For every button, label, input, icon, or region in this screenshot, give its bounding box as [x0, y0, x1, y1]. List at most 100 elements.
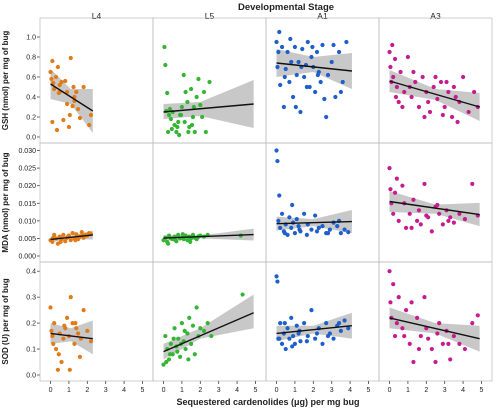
panel-l4-row-2 [39, 142, 154, 263]
data-point [409, 300, 414, 305]
data-point [462, 216, 468, 222]
data-point [53, 74, 59, 80]
data-point [327, 227, 332, 232]
data-point [279, 44, 285, 50]
data-point [292, 231, 298, 236]
data-point [276, 218, 281, 223]
y-axis-label: GSH (nmol) per mg of bug [1, 31, 10, 131]
confidence-band [389, 70, 480, 121]
y-tick-label: 0.000 [18, 254, 36, 261]
data-point [56, 352, 61, 357]
x-tick-label: 1 [67, 387, 71, 394]
data-point [457, 341, 462, 346]
data-point [61, 117, 66, 123]
data-point [400, 326, 405, 331]
data-point [278, 225, 283, 230]
data-point [409, 225, 414, 230]
data-point [285, 326, 290, 331]
data-point [398, 69, 403, 75]
data-point [174, 129, 179, 135]
data-point [297, 227, 302, 232]
data-point [70, 103, 75, 109]
data-point [313, 89, 318, 95]
data-point [205, 320, 210, 326]
data-point [274, 274, 279, 279]
data-point [402, 333, 407, 339]
data-point [180, 232, 185, 237]
data-point [61, 336, 66, 341]
x-tick-label: 3 [443, 387, 447, 394]
data-point [388, 64, 393, 70]
data-point [72, 341, 77, 346]
y-tick-label: 0.4 [26, 95, 36, 102]
data-point [164, 359, 169, 365]
data-point [392, 333, 398, 339]
data-point [171, 336, 176, 341]
data-point [290, 333, 296, 339]
data-point [186, 357, 191, 362]
data-point [68, 238, 73, 243]
data-point [198, 326, 203, 331]
confidence-band [276, 312, 352, 342]
data-point [422, 114, 427, 120]
data-point [281, 104, 286, 110]
data-point [162, 44, 167, 50]
data-point [167, 106, 173, 112]
data-point [59, 79, 64, 85]
data-point [302, 211, 307, 216]
panel-a1-row-3 [265, 261, 380, 382]
data-point [338, 231, 343, 236]
regression-line [163, 233, 254, 239]
data-point [433, 359, 438, 365]
data-point [181, 72, 186, 78]
x-tick-label: 4 [348, 387, 352, 394]
data-point [342, 318, 347, 323]
data-point [207, 79, 212, 85]
panel-a3-row-3 [378, 261, 493, 382]
confidence-band [50, 320, 93, 355]
data-point [416, 208, 422, 213]
data-point [52, 86, 57, 92]
x-tick-label: 0 [162, 387, 166, 394]
data-point [470, 181, 475, 187]
x-tick-label: 1 [293, 387, 297, 394]
data-point [403, 308, 409, 313]
y-tick-label: 0.005 [18, 236, 36, 243]
y-tick-label: 0.015 [18, 201, 36, 208]
data-point [179, 320, 185, 326]
data-point [429, 346, 434, 352]
data-point [338, 89, 343, 95]
data-point [437, 211, 442, 216]
data-point [287, 79, 292, 85]
panel-a1-row-2 [265, 142, 380, 263]
data-point [177, 132, 182, 138]
data-point [163, 333, 168, 339]
data-point [324, 114, 329, 120]
regression-line [50, 234, 93, 241]
y-axis-label: SOD (U) per mg of bug [1, 278, 10, 364]
data-point [185, 331, 190, 336]
panel-frame [265, 17, 380, 144]
data-point [442, 104, 447, 110]
data-point [50, 119, 55, 125]
data-point [424, 213, 429, 218]
data-point [58, 239, 63, 245]
data-point [405, 54, 411, 60]
data-point [387, 165, 392, 171]
data-point [279, 341, 285, 346]
data-point [175, 349, 180, 354]
data-point [290, 94, 296, 100]
regression-line [163, 312, 254, 353]
data-point [165, 90, 170, 96]
data-point [50, 58, 55, 64]
regression-line [276, 62, 353, 72]
data-point [190, 323, 196, 328]
data-point [346, 229, 351, 235]
data-point [63, 239, 68, 244]
y-tick-label: 0.8 [26, 55, 36, 62]
data-point [167, 352, 173, 357]
stage-label: L5 [205, 11, 215, 21]
data-point [73, 238, 78, 243]
regression-line [389, 80, 480, 108]
data-point [64, 89, 70, 95]
